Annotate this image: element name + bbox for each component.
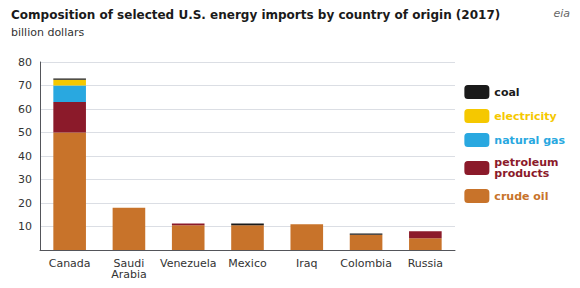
svg-text:50: 50 bbox=[18, 126, 32, 139]
svg-text:Colombia: Colombia bbox=[340, 257, 392, 270]
svg-text:petroleum: petroleum bbox=[494, 156, 559, 169]
svg-text:10: 10 bbox=[18, 220, 32, 233]
svg-text:80: 80 bbox=[18, 56, 32, 69]
svg-text:30: 30 bbox=[18, 173, 32, 186]
svg-text:Venezuela: Venezuela bbox=[160, 257, 217, 270]
svg-text:eia: eia bbox=[553, 7, 570, 20]
svg-text:Russia: Russia bbox=[408, 257, 443, 270]
svg-text:Arabia: Arabia bbox=[111, 268, 147, 281]
svg-text:70: 70 bbox=[18, 79, 32, 92]
svg-text:crude oil: crude oil bbox=[494, 190, 548, 203]
svg-text:Saudi: Saudi bbox=[113, 257, 145, 270]
svg-text:natural gas: natural gas bbox=[494, 134, 565, 147]
svg-text:Mexico: Mexico bbox=[228, 257, 267, 270]
svg-text:Canada: Canada bbox=[49, 257, 91, 270]
svg-text:20: 20 bbox=[18, 197, 32, 210]
svg-text:coal: coal bbox=[494, 86, 519, 99]
svg-text:Iraq: Iraq bbox=[296, 257, 318, 270]
svg-text:60: 60 bbox=[18, 103, 32, 116]
svg-text:billion dollars: billion dollars bbox=[11, 26, 84, 39]
svg-text:products: products bbox=[494, 167, 549, 180]
svg-text:40: 40 bbox=[18, 150, 32, 163]
svg-text:electricity: electricity bbox=[494, 110, 556, 123]
svg-text:Composition of selected U.S. e: Composition of selected U.S. energy impo… bbox=[11, 8, 500, 22]
